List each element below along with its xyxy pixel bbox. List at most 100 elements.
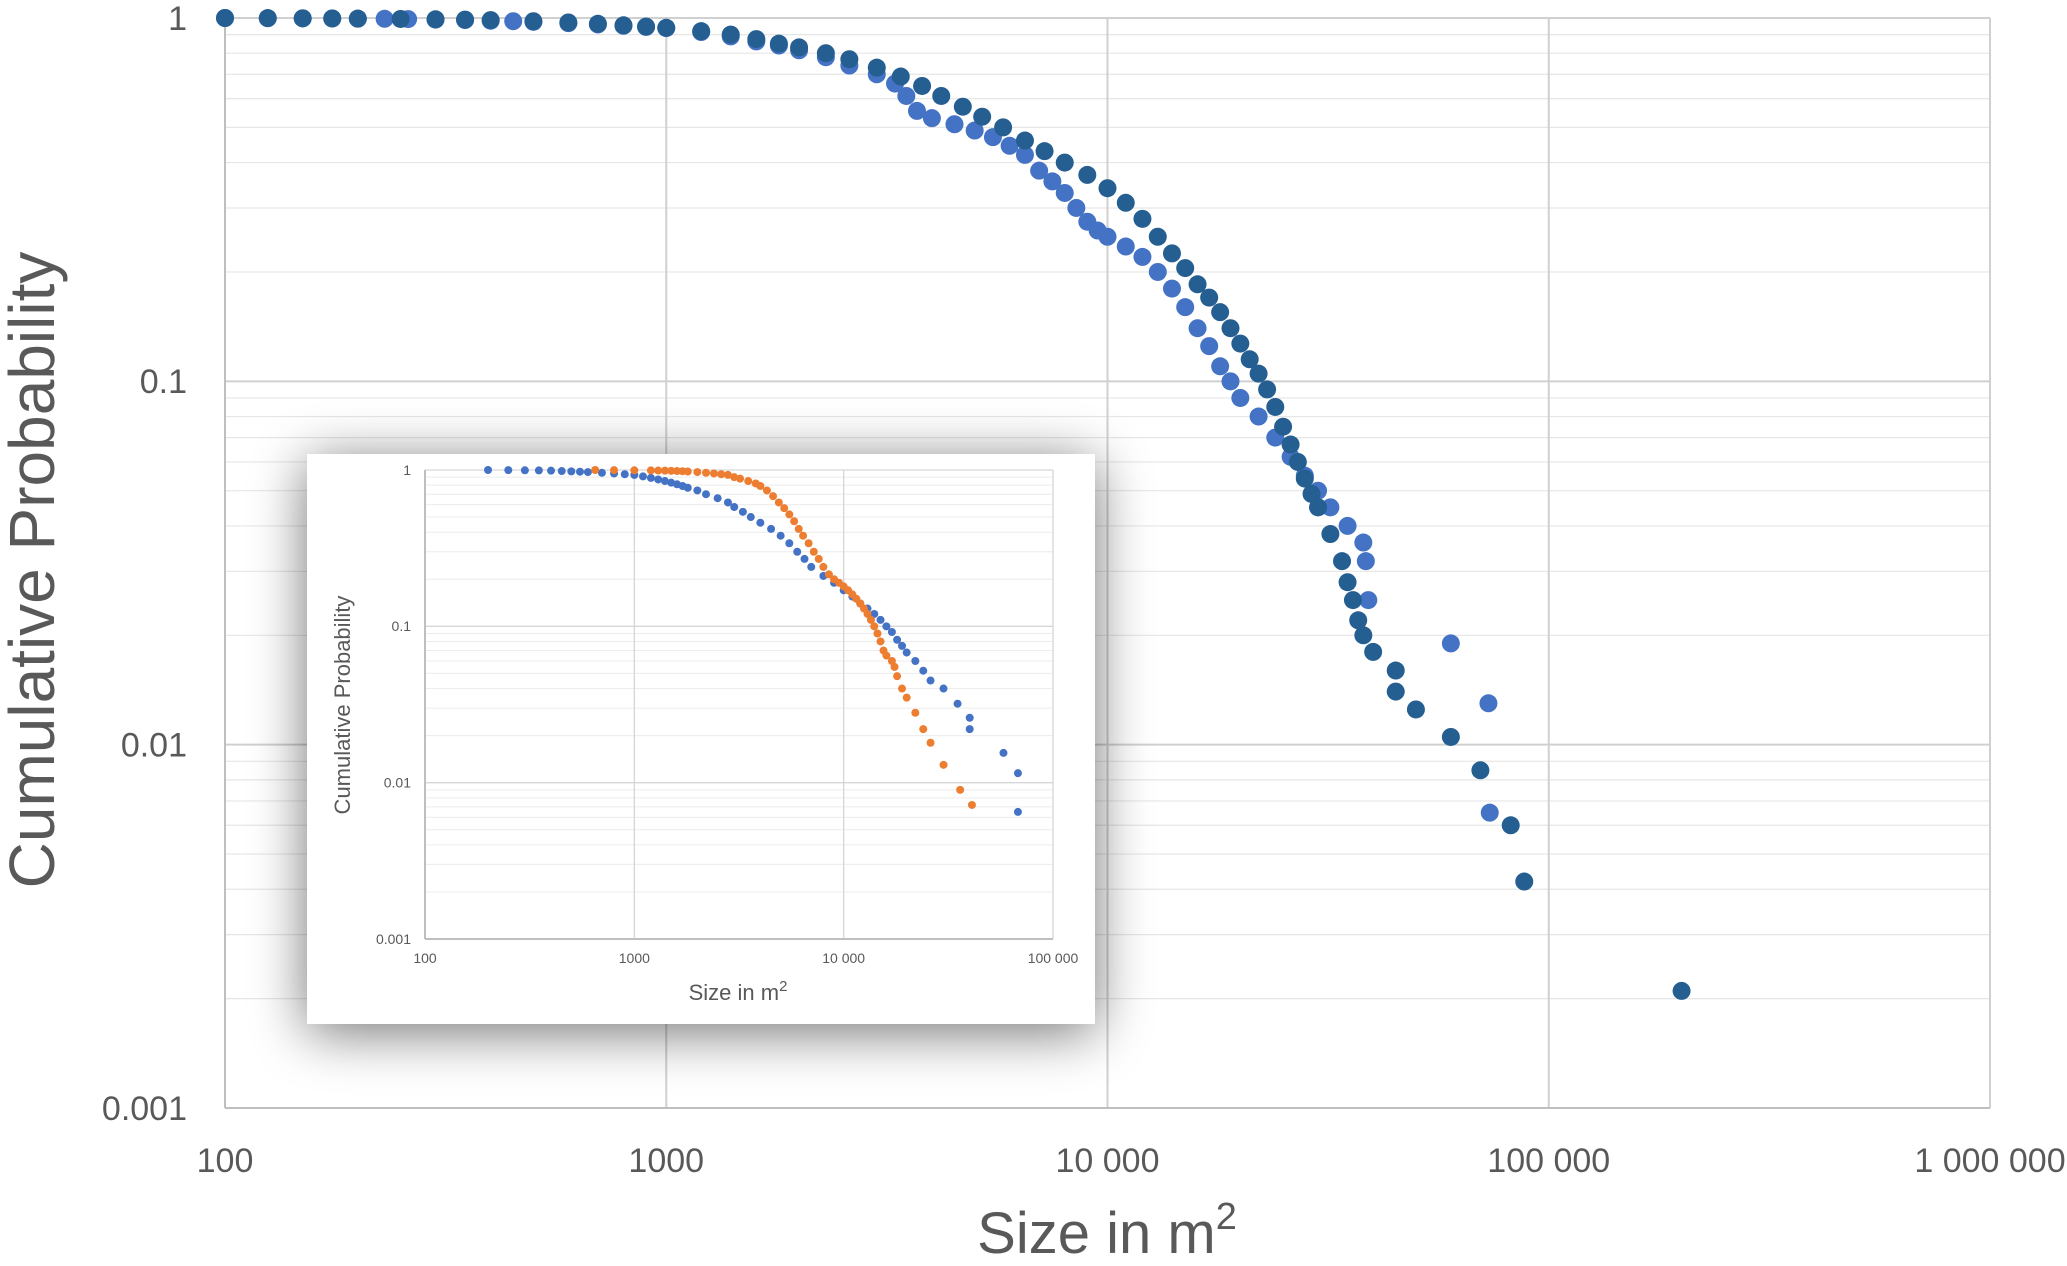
inset-x-tick-label: 100 000: [1028, 950, 1079, 966]
main-y-tick-label: 0.01: [121, 727, 187, 765]
inset-series-2-point: [863, 609, 872, 618]
inset-series-2-point: [660, 466, 669, 475]
inset-x-axis-label: Size in m2: [689, 978, 788, 1005]
inset-chart: 100 1000 10 000 100 000 0.001 0.01 0.1 1 Cumula…: [307, 454, 1095, 1024]
inset-y-tick-label: 0.001: [376, 931, 411, 947]
main-series-1-point: [1055, 183, 1074, 202]
main-series-2-point: [1035, 142, 1054, 161]
main-series-1-point: [897, 86, 916, 105]
inset-series-1-point: [965, 713, 974, 722]
main-series-2-point: [790, 38, 809, 57]
inset-series-1-point: [911, 657, 920, 666]
inset-series-1-point: [776, 531, 785, 540]
main-series-2-point: [323, 9, 342, 28]
main-series-1-point: [1338, 516, 1357, 535]
inset-series-1-point: [520, 466, 529, 475]
inset-series-1-point: [738, 507, 747, 516]
inset-series-1-point: [646, 473, 655, 482]
main-y-tick-label: 1: [168, 0, 187, 38]
main-series-2-point: [1288, 452, 1307, 471]
inset-series-2-point: [873, 629, 882, 638]
main-series-1-point: [1480, 803, 1499, 822]
inset-series-1-point: [723, 498, 732, 507]
inset-series-2-point: [967, 800, 976, 809]
main-series-2-point: [1231, 334, 1250, 353]
inset-series-1-point: [702, 490, 711, 499]
main-x-tick-label: 1000: [628, 1142, 704, 1180]
main-series-2-point: [1354, 626, 1373, 645]
inset-series-2-point: [709, 469, 718, 478]
main-x-axis-label: Size in m2: [977, 1196, 1237, 1261]
main-x-axis-label-superscript: 2: [1216, 1196, 1237, 1238]
main-series-2-point: [588, 14, 607, 33]
inset-series-1-point: [660, 477, 669, 486]
main-y-tick-label: 0.001: [102, 1090, 187, 1128]
main-series-1-point: [1067, 198, 1086, 217]
main-series-2-point: [913, 76, 932, 95]
main-series-1-point: [1030, 161, 1049, 180]
main-series-2-point: [1249, 364, 1268, 383]
main-series-2-point: [258, 9, 277, 28]
main-series-1-point: [1479, 694, 1498, 713]
main-series-2-point: [1211, 303, 1230, 322]
main-series-2-point: [1386, 661, 1405, 680]
main-series-2-point: [1441, 727, 1460, 746]
main-series-2-point: [721, 25, 740, 44]
main-series-2-point: [614, 16, 633, 35]
inset-series-2-point: [610, 466, 619, 475]
inset-series-1-point: [800, 554, 809, 563]
inset-series-2-point: [794, 524, 803, 533]
main-series-1-point: [1321, 498, 1340, 517]
main-series-2-point: [994, 118, 1013, 137]
main-series-2-point: [1672, 981, 1691, 1000]
main-series-2-point: [1055, 153, 1074, 172]
main-series-2-point: [953, 97, 972, 116]
main-series-1-point: [1176, 298, 1195, 317]
main-series-2-point: [1266, 397, 1285, 416]
inset-series-2-point: [870, 622, 879, 631]
inset-series-2-point: [702, 468, 711, 477]
main-series-2-point: [1258, 380, 1277, 399]
inset-y-axis-label: Cumulative Probability: [330, 596, 355, 815]
inset-series-1-point: [919, 666, 928, 675]
inset-panel: [307, 454, 1095, 1024]
main-series-1-point: [1441, 634, 1460, 653]
inset-series-2-point: [667, 466, 676, 475]
inset-series-2-point: [591, 466, 600, 474]
main-series-1-point: [1000, 136, 1019, 155]
inset-series-2-point: [762, 486, 771, 495]
main-series-2-point: [1333, 552, 1352, 571]
inset-grid: [424, 469, 1054, 940]
main-series-1-point: [1162, 279, 1181, 298]
inset-series-2-point: [926, 738, 935, 747]
main-series-2-point: [348, 9, 367, 28]
inset-series-1-point: [583, 468, 592, 477]
inset-series-1-point: [534, 466, 543, 475]
main-series-1-point: [1354, 533, 1373, 552]
main-series-2-point: [1133, 209, 1152, 228]
main-series-2-point: [867, 58, 886, 77]
inset-series-2-point: [804, 539, 813, 548]
inset-series-1-point: [597, 468, 606, 477]
inset-series-1-point: [638, 472, 647, 481]
main-series-2-point: [1274, 417, 1293, 436]
inset-series-2-point: [819, 562, 828, 571]
main-series-2-point: [481, 11, 500, 30]
inset-series-2-point: [646, 466, 655, 475]
inset-series-2-point: [790, 517, 799, 526]
main-x-tick-label: 100: [197, 1142, 254, 1180]
inset-series-2-point: [882, 651, 891, 660]
inset-series-1-point: [893, 635, 902, 644]
inset-series-1-point: [547, 466, 556, 475]
inset-series-1-point: [965, 725, 974, 734]
inset-scatter-points: [484, 466, 1022, 816]
main-x-axis-label-text: Size in m: [977, 1201, 1216, 1261]
main-series-2-point: [1302, 484, 1321, 503]
main-series-2-point: [1188, 275, 1207, 294]
main-series-2-point: [293, 9, 312, 28]
inset-series-2-point: [956, 785, 965, 794]
main-series-1-point: [907, 101, 926, 120]
main-series-1-point: [1359, 591, 1378, 610]
